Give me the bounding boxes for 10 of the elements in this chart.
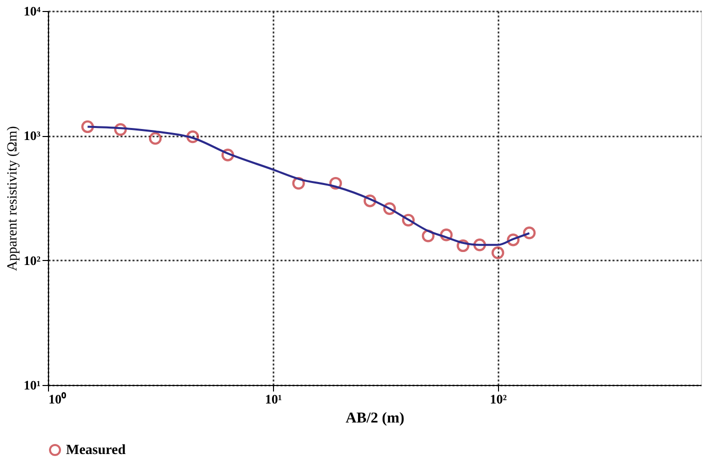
y-tick-label: 10⁴ [24, 4, 41, 18]
x-tick-label: 10¹ [264, 392, 282, 406]
y-tick-label: 10¹ [24, 378, 41, 392]
legend-label: Measured [66, 443, 126, 458]
x-tick-label: 10² [490, 392, 507, 406]
x-axis-title: AB/2 (m) [346, 410, 404, 426]
x-tick-label: 10⁰ [48, 392, 66, 406]
y-tick-label: 10³ [24, 128, 41, 144]
y-tick-label: 10² [24, 252, 41, 268]
y-axis-title: Apparent resistivity (Ωm) [6, 126, 21, 271]
